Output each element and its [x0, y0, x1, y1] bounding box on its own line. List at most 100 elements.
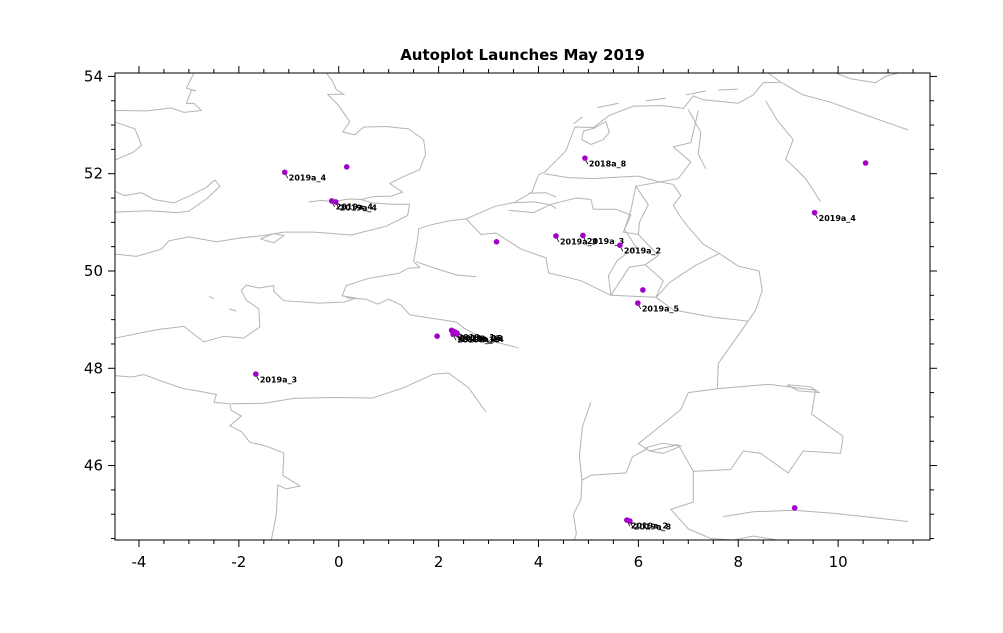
coastline-path — [645, 97, 666, 102]
launch-label: 2019a_2 — [624, 247, 661, 256]
label-connector — [585, 160, 589, 165]
label-connector — [256, 376, 260, 381]
launch-point[interactable] — [553, 233, 559, 239]
launch-point[interactable] — [791, 505, 798, 511]
coastline-path — [208, 295, 215, 300]
coastline-path — [638, 383, 844, 474]
coastline-path — [510, 201, 557, 210]
coastline-path — [115, 73, 427, 257]
launch-label: 2019a_3 — [260, 376, 297, 385]
y-tick-label: 48 — [84, 359, 103, 377]
launch-point[interactable] — [627, 518, 633, 524]
launch-point[interactable] — [635, 300, 641, 306]
launch-label: 2019a_3 — [587, 237, 624, 246]
map-layer — [115, 73, 909, 540]
launch-point[interactable] — [343, 164, 350, 170]
launch-label: 2019a_5 — [642, 305, 680, 314]
coastline-path — [228, 308, 237, 312]
launch-label: 2018a_8 — [589, 160, 627, 169]
coastline-path — [578, 402, 592, 481]
x-tick-label: 2 — [434, 553, 444, 571]
chart-title: Autoplot Launches May 2019 — [400, 46, 645, 64]
coastline-path — [655, 296, 750, 389]
launch-point[interactable] — [617, 242, 623, 249]
launch-point[interactable] — [640, 287, 646, 293]
coastline-path — [528, 192, 557, 198]
coastline-path — [597, 102, 619, 108]
coastline-path — [415, 261, 477, 278]
label-connector — [583, 237, 587, 242]
launch-point[interactable] — [582, 155, 588, 161]
coastline-path — [786, 384, 821, 394]
coastline-path — [115, 374, 302, 540]
y-tick-label: 50 — [84, 262, 103, 280]
coastline-path — [638, 175, 763, 322]
coastline-path — [508, 197, 639, 235]
launch-label: 2019a_4 — [289, 174, 327, 183]
label-connector — [332, 203, 336, 208]
launch-point[interactable] — [862, 160, 869, 166]
launch-point[interactable] — [580, 232, 586, 239]
launch-point[interactable] — [450, 331, 456, 338]
coastline-path — [718, 88, 739, 91]
coastline-path — [607, 185, 637, 295]
label-connector — [638, 305, 642, 310]
launch-label: 2019a_15 — [460, 334, 503, 343]
label-connector — [620, 247, 624, 252]
plot-frame — [114, 72, 931, 541]
coastline-path — [610, 264, 646, 296]
coastline-path — [581, 120, 610, 145]
coastline-path — [346, 297, 519, 349]
x-tick-label: -4 — [131, 553, 146, 571]
coastline-path — [645, 442, 683, 454]
launch-label: 2019a_14 — [461, 335, 504, 344]
label-connector — [336, 204, 340, 209]
coastline-path — [723, 509, 909, 522]
launch-label: 2019a_1e — [457, 336, 500, 345]
x-tick-label: 8 — [733, 553, 743, 571]
coastline-path — [685, 90, 706, 96]
x-tick-label: 6 — [634, 553, 644, 571]
launch-label: 2019a_8 — [634, 523, 672, 532]
launch-point[interactable] — [253, 371, 259, 377]
launch-label: 2019a_2 — [631, 522, 668, 531]
launch-point[interactable] — [493, 239, 500, 245]
coastline-path — [835, 73, 899, 84]
y-tick-label: 52 — [84, 165, 103, 183]
coastline-path — [115, 179, 221, 214]
label-connector — [457, 335, 461, 340]
label-connector — [556, 238, 560, 243]
label-connector — [630, 523, 634, 528]
coastline-path — [465, 218, 656, 298]
x-tick-label: 10 — [829, 553, 848, 571]
coastline-path — [544, 173, 639, 180]
coastline-path — [115, 121, 143, 161]
launch-point[interactable] — [434, 333, 440, 339]
coastline-path — [115, 218, 467, 343]
label-connector — [285, 174, 289, 179]
launch-label: 2019a_1a — [458, 333, 501, 342]
x-tick-label: -2 — [231, 553, 246, 571]
coastline-path — [573, 116, 583, 125]
launch-label: 2019a_4 — [336, 202, 374, 211]
coastline-path — [635, 110, 699, 235]
x-tick-label: 0 — [334, 553, 344, 571]
coastline-path — [669, 471, 711, 539]
coastline-path — [765, 100, 822, 203]
coastline-path — [710, 535, 778, 540]
launch-point[interactable] — [332, 199, 339, 205]
y-tick-label: 46 — [84, 457, 103, 475]
coastline-path — [465, 73, 783, 220]
launch-label: 2019a_3 — [560, 237, 597, 246]
coastline-path — [780, 81, 909, 131]
coastline-path — [687, 109, 707, 170]
launch-label: 2019a_4 — [340, 203, 378, 212]
launch-point[interactable] — [811, 209, 818, 216]
points-layer: 2019a_42019a_42019a_42018a_82019a_42019a… — [253, 155, 869, 532]
coastline-path — [115, 73, 203, 113]
launch-point[interactable] — [281, 169, 288, 176]
label-connector — [453, 336, 457, 341]
label-connector — [815, 214, 818, 219]
